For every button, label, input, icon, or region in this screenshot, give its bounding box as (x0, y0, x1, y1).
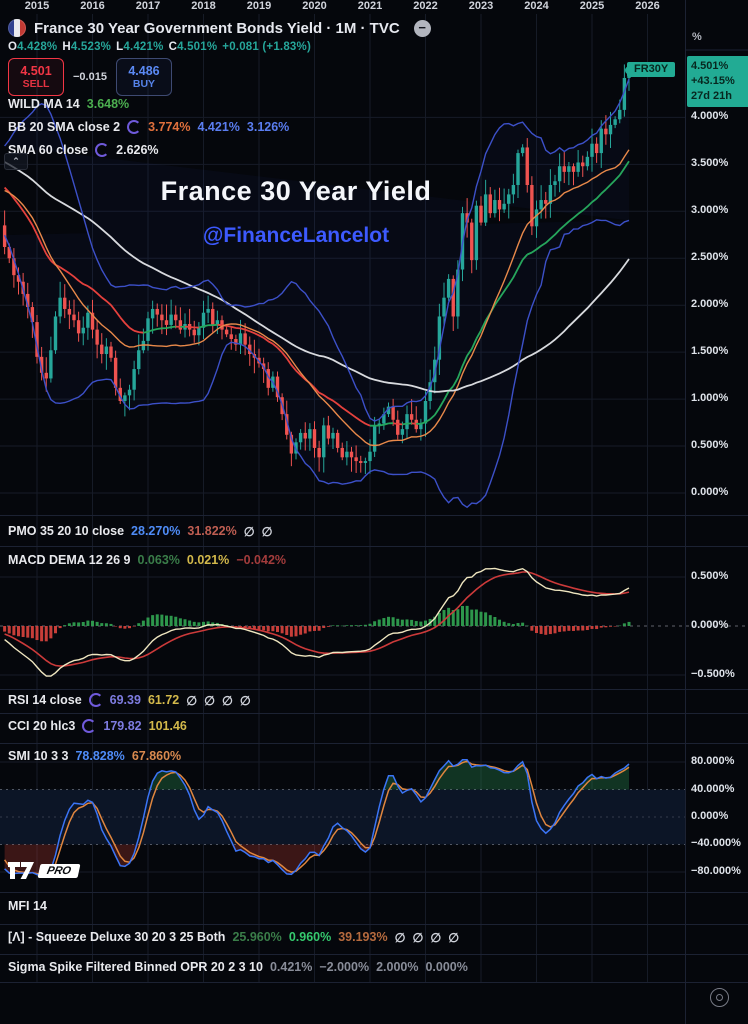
wild-ma-label[interactable]: WILD MA 14 (8, 97, 80, 111)
macd-axis-label: 0.500% (691, 570, 729, 582)
hide-indicator-icon[interactable]: − (413, 19, 431, 37)
high-label: H (62, 41, 71, 53)
time-axis-label: 2017 (135, 0, 161, 12)
bb-basis-value: 3.774% (148, 120, 191, 134)
loading-spinner-icon (82, 719, 97, 733)
wild-ma-value: 3.648% (86, 97, 130, 111)
cci-indicator-row: CCI 20 hlc3 179.82 101.46 (8, 719, 187, 733)
buy-button[interactable]: 4.486 BUY (115, 58, 172, 96)
sigma-label[interactable]: Sigma Spike Filtered Binned OPR 20 2 3 1… (8, 960, 263, 974)
bb-upper-value: 4.421% (197, 120, 240, 134)
pro-badge: PRO (37, 863, 81, 878)
low-value: 4.421% (123, 41, 164, 53)
buy-label: BUY (132, 78, 156, 91)
time-axis-label: 2022 (413, 0, 438, 12)
price-axis-label: 0.000% (691, 486, 729, 498)
close-label: C (168, 41, 178, 53)
macd-indicator-row: MACD DEMA 12 26 9 0.063% 0.021% −0.042% (8, 553, 287, 567)
price-axis-label: 1.500% (691, 345, 729, 358)
time-axis-label: 2016 (80, 0, 105, 12)
axis-unit-label: % (692, 31, 702, 43)
watermark-title: France 30 Year Yield (160, 176, 432, 206)
time-axis-label: 2026 (635, 0, 660, 12)
smi-indicator-row: SMI 10 3 3 78.828% 67.860% (8, 749, 182, 763)
badge-change: +43.15% (691, 75, 735, 87)
scroll-to-realtime-button[interactable] (710, 988, 729, 1007)
sma-legend: SMA 60 close 2.626% (8, 140, 159, 160)
mfi-indicator-row: MFI 14 (8, 896, 47, 916)
trade-panel: 4.501 SELL −0.015 4.486 BUY (8, 58, 172, 96)
france-flag-icon (8, 19, 26, 37)
price-axis-label: 2.500% (691, 251, 729, 264)
pmo-label[interactable]: PMO 35 20 10 close (8, 524, 125, 538)
loading-spinner-icon (127, 120, 142, 134)
time-axis-label: 2023 (468, 0, 494, 12)
loading-spinner-icon (95, 143, 110, 157)
time-axis-label: 2024 (524, 0, 549, 12)
symbol-title[interactable]: France 30 Year Government Bonds Yield · … (34, 19, 400, 37)
open-label: O (8, 41, 18, 53)
bb-legend: BB 20 SMA close 2 3.774% 4.421% 3.126% (8, 117, 289, 137)
sell-label: SELL (22, 78, 50, 91)
squeeze-label[interactable]: [Λ] - Squeeze Deluxe 30 20 3 25 Both (8, 930, 226, 944)
rsi-indicator-row: RSI 14 close 69.39 61.72 ∅ ∅ ∅ ∅ (8, 693, 251, 708)
sma-value: 2.626% (116, 143, 159, 157)
watermark: France 30 Year Yield @FinanceLancelot (120, 176, 472, 248)
time-axis-label: 2015 (24, 0, 50, 12)
watermark-handle: @FinanceLancelot (202, 224, 390, 247)
time-axis-label: 2018 (191, 0, 216, 12)
sigma-indicator-row: Sigma Spike Filtered Binned OPR 20 2 3 1… (8, 960, 468, 974)
tradingview-logo[interactable]: PRO (8, 862, 81, 879)
badge-countdown: 27d 21h (691, 90, 732, 102)
price-axis-label: 2.000% (691, 298, 729, 311)
price-axis-label: 3.500% (691, 157, 729, 170)
tradingview-mark-icon (8, 862, 34, 879)
ohlc-row: O4.428% H4.523% L4.421% C4.501% +0.081 (+1.8… (8, 41, 316, 53)
time-axis-label: 2025 (579, 0, 605, 12)
sell-price: 4.501 (20, 63, 52, 78)
price-axis-label: 1.000% (691, 392, 729, 405)
smi-axis-label: −40.000% (691, 837, 741, 850)
last-price-badge: 4.501% +43.15% 27d 21h (687, 56, 748, 107)
smi-axis-label: −80.000% (691, 864, 741, 877)
sma-label[interactable]: SMA 60 close (8, 143, 89, 157)
smi-axis-label: 80.000% (691, 755, 735, 768)
macd-axis-label: 0.000% (691, 619, 729, 631)
time-axis-label: 2021 (357, 0, 383, 12)
macd-label[interactable]: MACD DEMA 12 26 9 (8, 553, 131, 567)
time-axis-label: 2019 (246, 0, 272, 12)
price-axis-label: 0.500% (691, 439, 729, 452)
time-axis-label: 2020 (302, 0, 327, 12)
symbol-tag: FR30Y (627, 62, 676, 77)
wild-ma-legend: WILD MA 14 3.648% (8, 94, 129, 114)
spread-value: −0.015 (73, 71, 107, 83)
symbol-header: France 30 Year Government Bonds Yield · … (8, 19, 431, 37)
close-value: 4.501% (177, 41, 218, 53)
smi-label[interactable]: SMI 10 3 3 (8, 749, 69, 763)
change-value: +0.081 (+1.83%) (222, 41, 311, 53)
sell-button[interactable]: 4.501 SELL (8, 58, 64, 96)
smi-axis-label: 40.000% (691, 782, 735, 795)
bb-lower-value: 3.126% (246, 120, 290, 134)
mfi-label[interactable]: MFI 14 (8, 899, 47, 913)
buy-price: 4.486 (128, 63, 160, 78)
high-value: 4.523% (70, 41, 112, 53)
open-value: 4.428% (17, 41, 58, 53)
expand-indicators-button[interactable]: ⌃ (4, 153, 28, 170)
pmo-indicator-row: PMO 35 20 10 close 28.270% 31.822% ∅ ∅ (8, 524, 273, 539)
squeeze-indicator-row: [Λ] - Squeeze Deluxe 30 20 3 25 Both 25.… (8, 930, 460, 945)
loading-spinner-icon (88, 693, 103, 707)
low-label: L (116, 41, 124, 53)
price-axis-label: 3.000% (691, 204, 729, 217)
macd-axis-label: −0.500% (691, 668, 735, 680)
smi-axis-label: 0.000% (691, 810, 729, 822)
rsi-label[interactable]: RSI 14 close (8, 693, 82, 707)
cci-label[interactable]: CCI 20 hlc3 (8, 719, 76, 733)
bb-label[interactable]: BB 20 SMA close 2 (8, 120, 121, 134)
price-axis-label: 4.000% (691, 110, 729, 123)
badge-price: 4.501% (691, 60, 729, 72)
